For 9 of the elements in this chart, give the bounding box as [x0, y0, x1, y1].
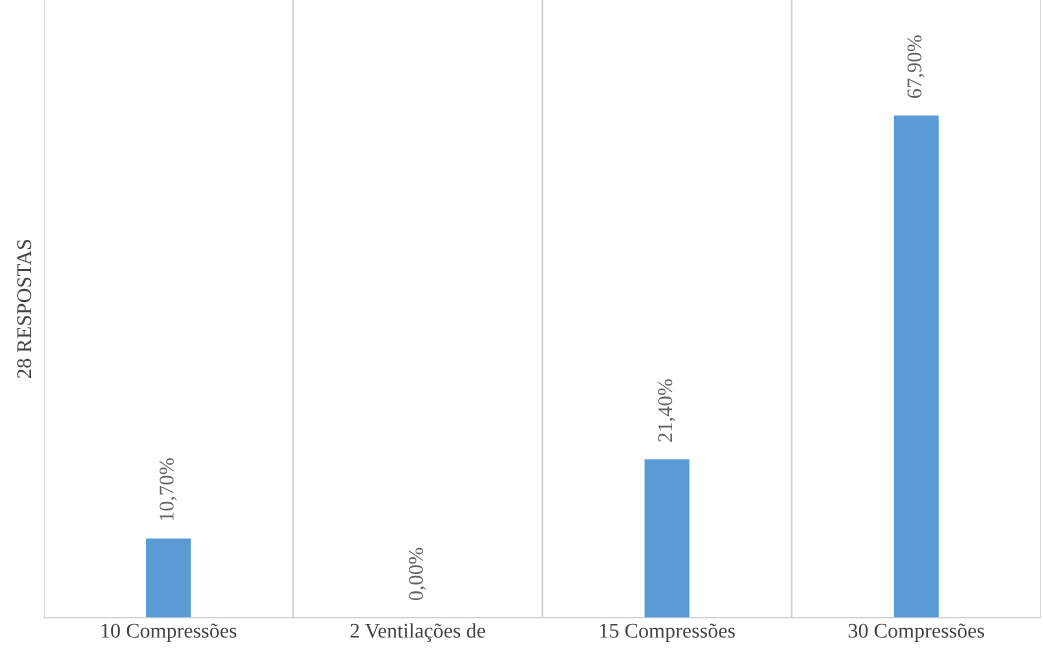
y-axis-title: 28 RESPOSTAS	[17, 240, 32, 378]
x-tick-label: 2 Ventilações de	[350, 623, 486, 643]
data-label: 10,70%	[159, 458, 177, 520]
data-label: 67,90%	[907, 35, 925, 98]
x-tick-label: 30 Compressões	[848, 623, 985, 643]
x-tick-label: 10 Compressões	[101, 623, 237, 643]
data-label: 21,40%	[658, 379, 676, 442]
data-label: 0,00%	[408, 547, 426, 601]
x-tick-label: 15 Compressões	[600, 623, 735, 643]
